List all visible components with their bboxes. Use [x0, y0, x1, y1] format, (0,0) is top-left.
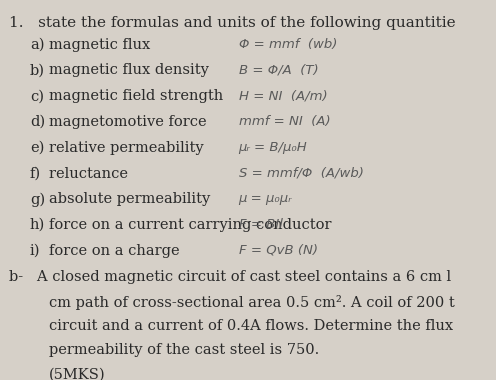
Text: magnetic flux density: magnetic flux density: [49, 63, 213, 78]
Text: permeability of the cast steel is 750.: permeability of the cast steel is 750.: [49, 344, 319, 358]
Text: d): d): [30, 115, 45, 129]
Text: mmf = NI  (A): mmf = NI (A): [239, 115, 330, 128]
Text: S = mmf/Φ  (A/wb): S = mmf/Φ (A/wb): [239, 166, 364, 179]
Text: i): i): [30, 244, 40, 258]
Text: b): b): [30, 63, 45, 78]
Text: B = Φ/A  (T): B = Φ/A (T): [239, 63, 318, 76]
Text: cm path of cross-sectional area 0.5 cm². A coil of 200 t: cm path of cross-sectional area 0.5 cm².…: [49, 295, 455, 310]
Text: h): h): [30, 218, 45, 232]
Text: absolute permeability: absolute permeability: [49, 192, 215, 206]
Text: (5MKS): (5MKS): [49, 368, 106, 380]
Text: c): c): [30, 89, 44, 103]
Text: force on a current carrying conductor: force on a current carrying conductor: [49, 218, 336, 232]
Text: force on a charge: force on a charge: [49, 244, 184, 258]
Text: f): f): [30, 166, 41, 180]
Text: magnetic field strength: magnetic field strength: [49, 89, 228, 103]
Text: μ = μ₀μᵣ: μ = μ₀μᵣ: [239, 192, 292, 205]
Text: H = NI  (A/m): H = NI (A/m): [239, 89, 327, 102]
Text: reluctance: reluctance: [49, 166, 132, 180]
Text: a): a): [30, 38, 44, 52]
Text: g): g): [30, 192, 45, 207]
Text: Φ = mmf  (wb): Φ = mmf (wb): [239, 38, 337, 51]
Text: 1.   state the formulas and units of the following quantitie: 1. state the formulas and units of the f…: [8, 16, 455, 30]
Text: circuit and a current of 0.4A flows. Determine the flux: circuit and a current of 0.4A flows. Det…: [49, 319, 453, 333]
Text: relative permeability: relative permeability: [49, 141, 208, 155]
Text: magnetic flux: magnetic flux: [49, 38, 155, 52]
Text: μᵣ = B/μ₀H: μᵣ = B/μ₀H: [239, 141, 308, 154]
Text: F = QvB (N): F = QvB (N): [239, 244, 317, 257]
Text: magnetomotive force: magnetomotive force: [49, 115, 211, 129]
Text: b-   A closed magnetic circuit of cast steel contains a 6 cm l: b- A closed magnetic circuit of cast ste…: [8, 270, 451, 284]
Text: F = BIl: F = BIl: [239, 218, 283, 231]
Text: e): e): [30, 141, 44, 155]
